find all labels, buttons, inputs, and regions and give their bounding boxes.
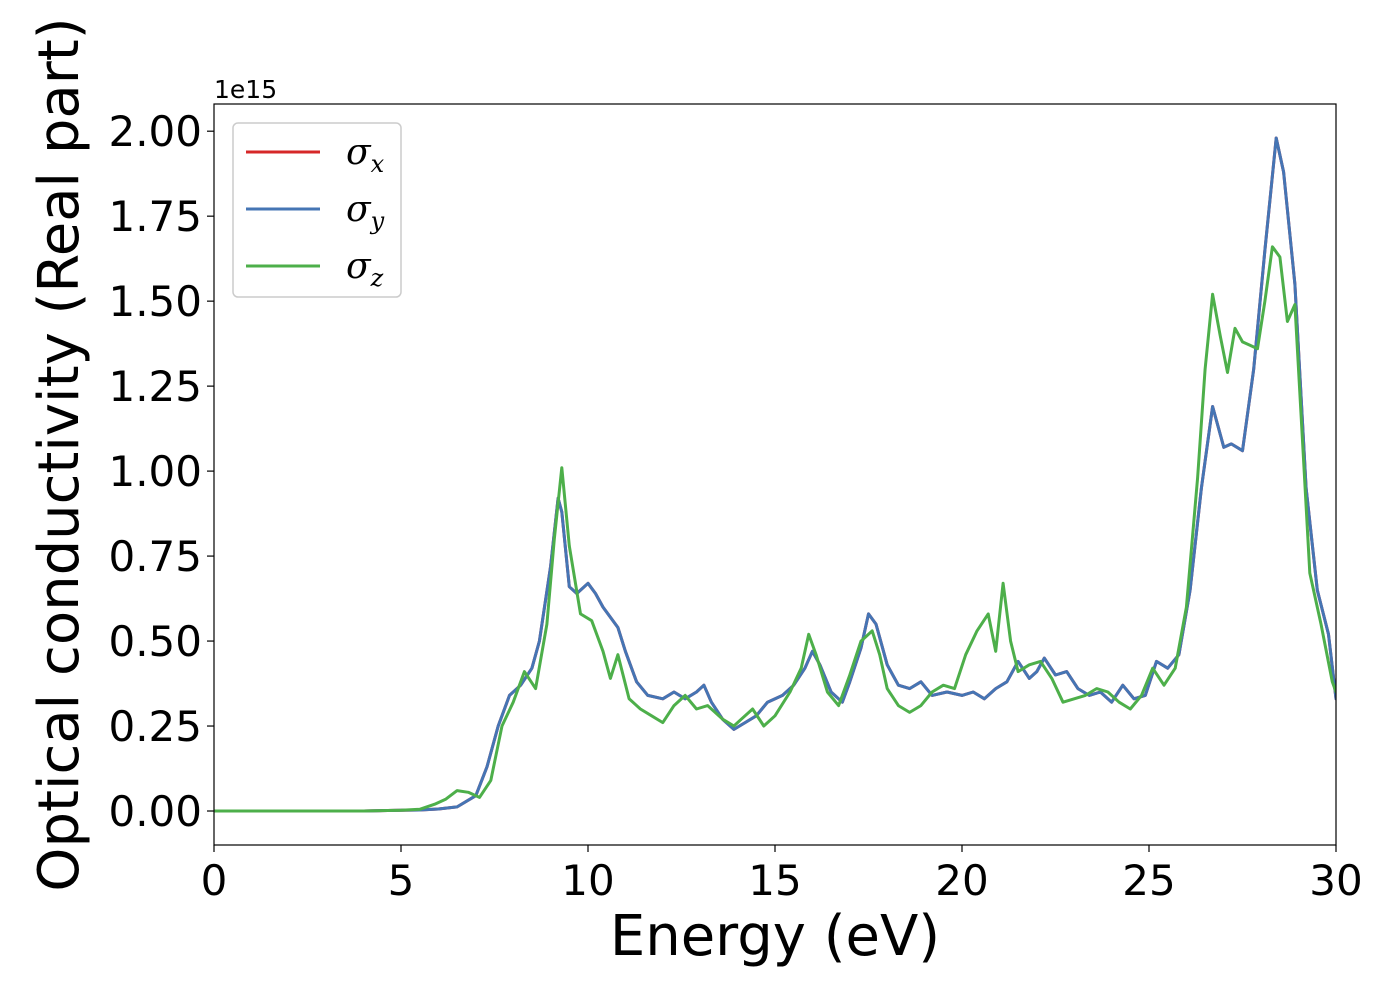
legend-symbol: σ [346,132,372,173]
x-tick-label: 10 [561,856,614,905]
x-tick-label: 0 [201,856,228,905]
legend-symbol: σ [346,189,372,230]
legend-label-z: σz [346,246,384,292]
legend-label-y: σy [346,189,385,235]
series-line-z [214,245,1336,813]
legend-symbol: σ [346,246,372,287]
x-tick-label: 5 [388,856,415,905]
x-axis-label: Energy (eV) [610,904,940,969]
y-tick-label: 1.50 [108,277,202,326]
y-axis-label: Optical conductivity (Real part) [27,17,92,891]
y-tick-label: 0.25 [108,702,202,751]
legend-label-x: σx [346,132,385,178]
y-tick-label: 0.75 [108,532,202,581]
y-tick-label: 1.75 [108,192,202,241]
y-tick-label: 0.50 [108,617,202,666]
y-tick-label: 1.00 [108,447,202,496]
y-axis: 0.00 0.25 0.50 0.75 1.00 1.25 1.50 1.75 2.00 [108,107,214,836]
y-tick-label: 2.00 [108,107,202,156]
x-tick-label: 15 [748,856,801,905]
legend-subscript: y [370,207,385,235]
x-axis: 0 5 10 15 20 25 30 [201,845,1363,905]
x-tick-label: 30 [1309,856,1362,905]
legend-subscript: z [370,264,384,292]
x-tick-label: 25 [1122,856,1175,905]
y-offset-label: 1e15 [214,75,277,104]
legend-subscript: x [371,150,385,178]
x-tick-label: 20 [935,856,988,905]
y-tick-label: 1.25 [108,362,202,411]
y-tick-label: 0.00 [108,787,202,836]
series-layer [214,136,1336,813]
